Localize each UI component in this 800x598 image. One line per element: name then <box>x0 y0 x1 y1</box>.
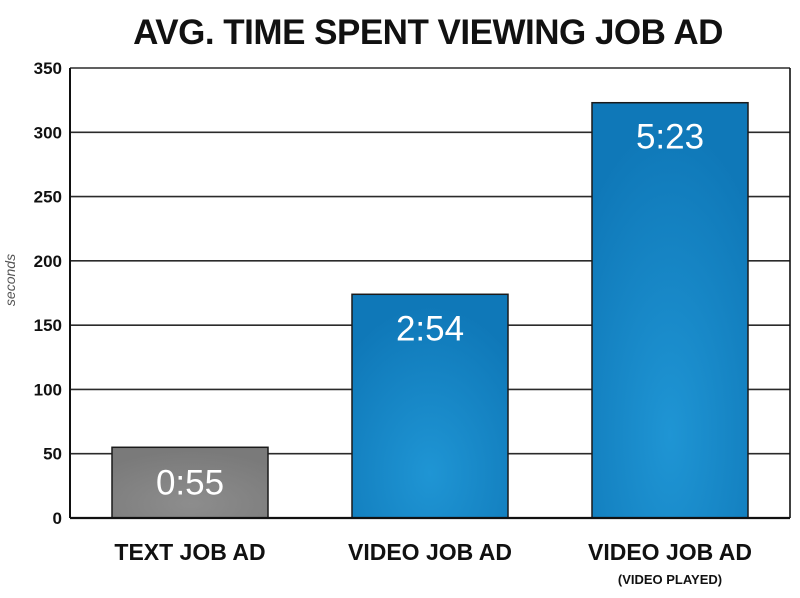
y-tick-label: 300 <box>34 123 62 142</box>
chart-title: AVG. TIME SPENT VIEWING JOB AD <box>133 13 723 52</box>
x-category-label: TEXT JOB AD <box>114 539 265 565</box>
data-label: 0:55 <box>156 464 224 503</box>
bar <box>111 446 269 519</box>
y-axis-label: seconds <box>2 254 18 306</box>
y-tick-label: 50 <box>43 445 62 464</box>
y-tick-label: 250 <box>34 188 62 207</box>
x-category-label: VIDEO JOB AD <box>588 539 752 565</box>
y-tick-label: 350 <box>34 59 62 78</box>
y-tick-label: 150 <box>34 316 62 335</box>
axes <box>69 68 791 520</box>
y-tick-label: 100 <box>34 380 62 399</box>
data-label: 2:54 <box>396 309 464 348</box>
bars <box>111 101 749 519</box>
labels: 0 50 100 150 200 250 300 350 0:55 TEXT JOB AD 2:54… <box>34 59 752 587</box>
x-category-sublabel: (VIDEO PLAYED) <box>618 572 722 587</box>
y-tick-label: 0 <box>53 509 62 528</box>
x-category-label: VIDEO JOB AD <box>348 539 512 565</box>
data-label: 5:23 <box>636 118 704 157</box>
bar <box>351 293 509 519</box>
y-tick-label: 200 <box>34 252 62 271</box>
bar <box>591 101 749 519</box>
